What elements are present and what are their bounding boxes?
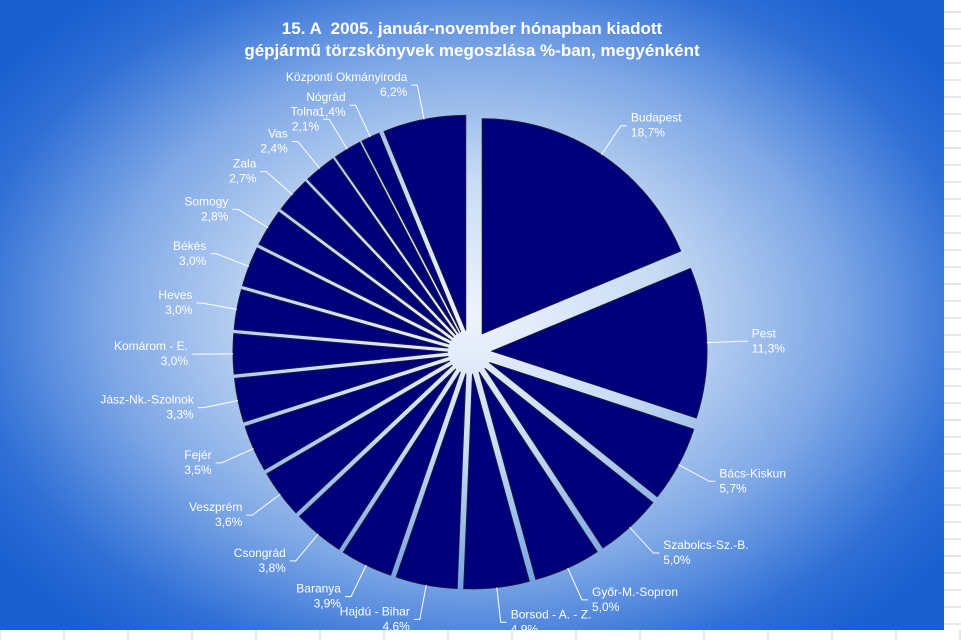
slice-value-label: 3,0% (161, 354, 189, 368)
slice-name-label: Tolna (291, 104, 320, 118)
leader-line (246, 493, 281, 516)
leader-line (601, 125, 627, 156)
slice-value-label: 1,4% (318, 105, 346, 119)
slice-name-label: Heves (158, 288, 192, 302)
pie-slice (361, 132, 462, 333)
leader-line (232, 208, 269, 229)
pie-slice (383, 114, 467, 331)
slice-value-label: 3,6% (215, 515, 243, 529)
slice-name-label: Komárom - E. (114, 339, 188, 353)
slice-value-label: 5,0% (592, 600, 620, 614)
slice-name-label: Szabolcs-Sz.-B. (663, 538, 748, 552)
slice-value-label: 11,3% (752, 341, 785, 355)
leader-line (411, 84, 425, 120)
slice-value-label: 5,7% (719, 481, 747, 495)
slice-name-label: Zala (233, 157, 257, 171)
leader-line (413, 584, 427, 620)
slice-value-label: 2,7% (229, 172, 257, 186)
slice-name-label: Pest (752, 326, 777, 340)
slice-value-label: 18,7% (631, 126, 665, 140)
pie-slice (298, 368, 457, 550)
leader-line (349, 104, 371, 138)
slice-name-label: Győr-M.-Sopron (592, 585, 678, 599)
slice-value-label: 5,0% (663, 553, 691, 567)
slice-value-label: 3,0% (165, 303, 193, 317)
slice-name-label: Veszprém (189, 500, 242, 514)
leader-line (567, 567, 589, 601)
slice-name-label: Csongrád (234, 546, 286, 560)
slice-value-label: 3,3% (166, 408, 194, 422)
slice-value-label: 6,2% (380, 85, 408, 99)
pie-slice (481, 118, 682, 335)
slice-value-label: 3,8% (258, 561, 286, 575)
pie-slice (232, 333, 449, 375)
leader-line (196, 302, 237, 310)
slice-name-label: Központi Okmányiroda (286, 70, 408, 84)
slice-name-label: Budapest (631, 111, 682, 125)
leader-line (344, 564, 367, 598)
pie-slice (244, 360, 451, 471)
leader-line (210, 253, 250, 267)
slice-name-label: Hajdú - Bihar (340, 604, 410, 618)
leader-line (678, 464, 716, 482)
pie-slice (490, 267, 708, 419)
slice-name-label: Borsod - A. - Z. (511, 607, 592, 621)
slice-value-label: 3,5% (184, 463, 212, 477)
slice-value-label: 3,9% (314, 597, 342, 611)
leader-line (289, 533, 319, 562)
slice-name-label: Békés (173, 239, 206, 253)
slice-value-label: 2,8% (201, 209, 229, 223)
slice-name-label: Bács-Kiskun (719, 466, 786, 480)
leader-line (291, 140, 321, 169)
slice-value-label: 2,4% (260, 141, 288, 155)
slice-name-label: Baranya (296, 582, 341, 596)
leader-line (706, 340, 748, 344)
slice-name-label: Vas (268, 126, 288, 140)
slice-name-label: Somogy (184, 194, 228, 208)
chart-area[interactable]: 15. A 2005. január-november hónapban kia… (0, 0, 944, 630)
pie-slice (342, 371, 461, 576)
slice-value-label: 2,1% (292, 119, 320, 133)
slice-value-label: 4,6% (382, 619, 410, 630)
leader-line (323, 118, 348, 150)
leader-line (260, 171, 293, 196)
slice-name-label: Fejér (184, 448, 211, 462)
slice-name-label: Jász-Nk.-Szolnok (100, 393, 194, 407)
slice-value-label: 4,9% (511, 622, 539, 630)
leader-line (629, 526, 660, 554)
pie-slice (258, 211, 452, 341)
chart-title: 15. A 2005. január-november hónapban kia… (0, 18, 944, 62)
slice-value-label: 3,0% (179, 254, 207, 268)
leader-line (496, 587, 507, 623)
pie-slice (489, 361, 695, 498)
pie-slice (280, 181, 454, 338)
pie-slice (307, 158, 457, 336)
leader-line (215, 448, 254, 464)
chart-title-line-1: 15. A 2005. január-november hónapban kia… (281, 19, 663, 38)
slice-name-label: Nógrád (306, 90, 345, 104)
leader-line (197, 399, 239, 409)
chart-title-line-2: gépjármű törzskönyvek megoszlása %-ban, … (244, 41, 700, 60)
